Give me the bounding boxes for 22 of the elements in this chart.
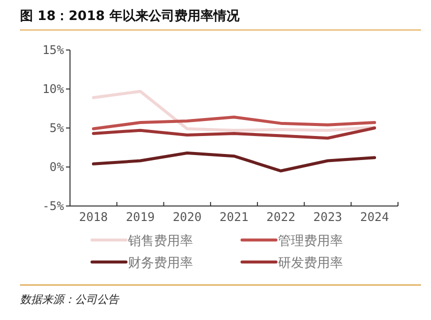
y-tick-label: 15% bbox=[42, 43, 65, 57]
legend-label: 财务费用率 bbox=[128, 255, 193, 271]
line-series bbox=[92, 116, 376, 130]
source-note: 数据来源：公司公告 bbox=[20, 293, 120, 306]
x-tick-label: 2018 bbox=[78, 210, 108, 224]
y-tick-label: -5% bbox=[42, 199, 65, 213]
y-tick-label: 0% bbox=[50, 160, 65, 174]
line-series bbox=[92, 151, 376, 172]
chart-title: 图 18：2018 年以来公司费用率情况 bbox=[20, 8, 240, 24]
x-tick-label: 2020 bbox=[172, 210, 202, 224]
y-tick-label: 10% bbox=[42, 82, 65, 96]
x-tick-label: 2019 bbox=[126, 210, 155, 224]
y-tick-label: 5% bbox=[50, 121, 65, 135]
x-tick-label: 2021 bbox=[220, 210, 248, 224]
x-tick-label: 2023 bbox=[313, 210, 342, 224]
legend-label: 研发费用率 bbox=[278, 255, 343, 271]
line-series bbox=[92, 126, 376, 140]
legend-label: 销售费用率 bbox=[127, 233, 193, 249]
x-tick-label: 2024 bbox=[360, 210, 390, 224]
legend-label: 管理费用率 bbox=[278, 233, 343, 249]
x-tick-label: 2022 bbox=[266, 210, 296, 224]
line-series bbox=[92, 90, 376, 132]
